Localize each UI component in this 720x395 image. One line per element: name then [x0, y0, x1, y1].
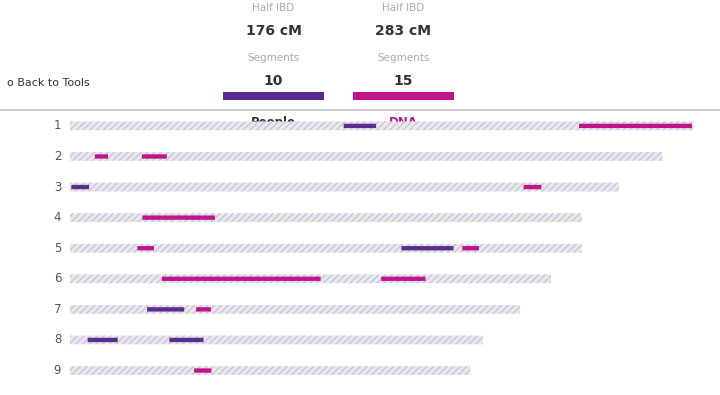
- Text: Segments: Segments: [248, 53, 300, 63]
- Text: o Back to Tools: o Back to Tools: [7, 78, 90, 88]
- FancyBboxPatch shape: [70, 244, 582, 252]
- FancyBboxPatch shape: [579, 124, 692, 128]
- Text: 3: 3: [54, 181, 61, 194]
- FancyBboxPatch shape: [147, 307, 184, 312]
- FancyBboxPatch shape: [143, 215, 215, 220]
- FancyBboxPatch shape: [70, 213, 582, 222]
- Bar: [353, 92, 454, 100]
- FancyBboxPatch shape: [162, 276, 320, 281]
- Text: 5: 5: [54, 242, 61, 255]
- FancyBboxPatch shape: [138, 246, 154, 250]
- FancyBboxPatch shape: [70, 275, 551, 283]
- Text: 283 cM: 283 cM: [375, 24, 431, 38]
- FancyBboxPatch shape: [70, 182, 619, 192]
- FancyBboxPatch shape: [343, 124, 376, 128]
- FancyBboxPatch shape: [169, 338, 204, 342]
- Text: 2: 2: [54, 150, 61, 163]
- FancyBboxPatch shape: [70, 152, 662, 161]
- Text: 1: 1: [54, 119, 61, 132]
- FancyBboxPatch shape: [142, 154, 167, 159]
- Text: Segments: Segments: [377, 53, 429, 63]
- FancyBboxPatch shape: [70, 122, 693, 130]
- Bar: [223, 92, 324, 100]
- Text: 8: 8: [54, 333, 61, 346]
- FancyBboxPatch shape: [70, 305, 520, 314]
- FancyBboxPatch shape: [71, 185, 89, 189]
- Text: Half IBD: Half IBD: [382, 3, 424, 13]
- Text: 9: 9: [54, 364, 61, 377]
- FancyBboxPatch shape: [196, 307, 211, 312]
- Bar: [0, 109, 720, 111]
- FancyBboxPatch shape: [70, 336, 483, 344]
- FancyBboxPatch shape: [401, 246, 454, 250]
- FancyBboxPatch shape: [70, 366, 470, 375]
- Text: 7: 7: [54, 303, 61, 316]
- Text: People: People: [251, 116, 296, 129]
- FancyBboxPatch shape: [88, 338, 117, 342]
- Text: 176 cM: 176 cM: [246, 24, 302, 38]
- FancyBboxPatch shape: [462, 246, 479, 250]
- FancyBboxPatch shape: [381, 276, 426, 281]
- FancyBboxPatch shape: [194, 369, 212, 373]
- Text: 10: 10: [264, 74, 283, 88]
- FancyBboxPatch shape: [523, 185, 541, 189]
- FancyBboxPatch shape: [95, 154, 108, 159]
- Text: Half IBD: Half IBD: [253, 3, 294, 13]
- Text: DNA: DNA: [389, 116, 418, 129]
- Text: 6: 6: [54, 272, 61, 285]
- Text: 15: 15: [393, 74, 413, 88]
- Text: 4: 4: [54, 211, 61, 224]
